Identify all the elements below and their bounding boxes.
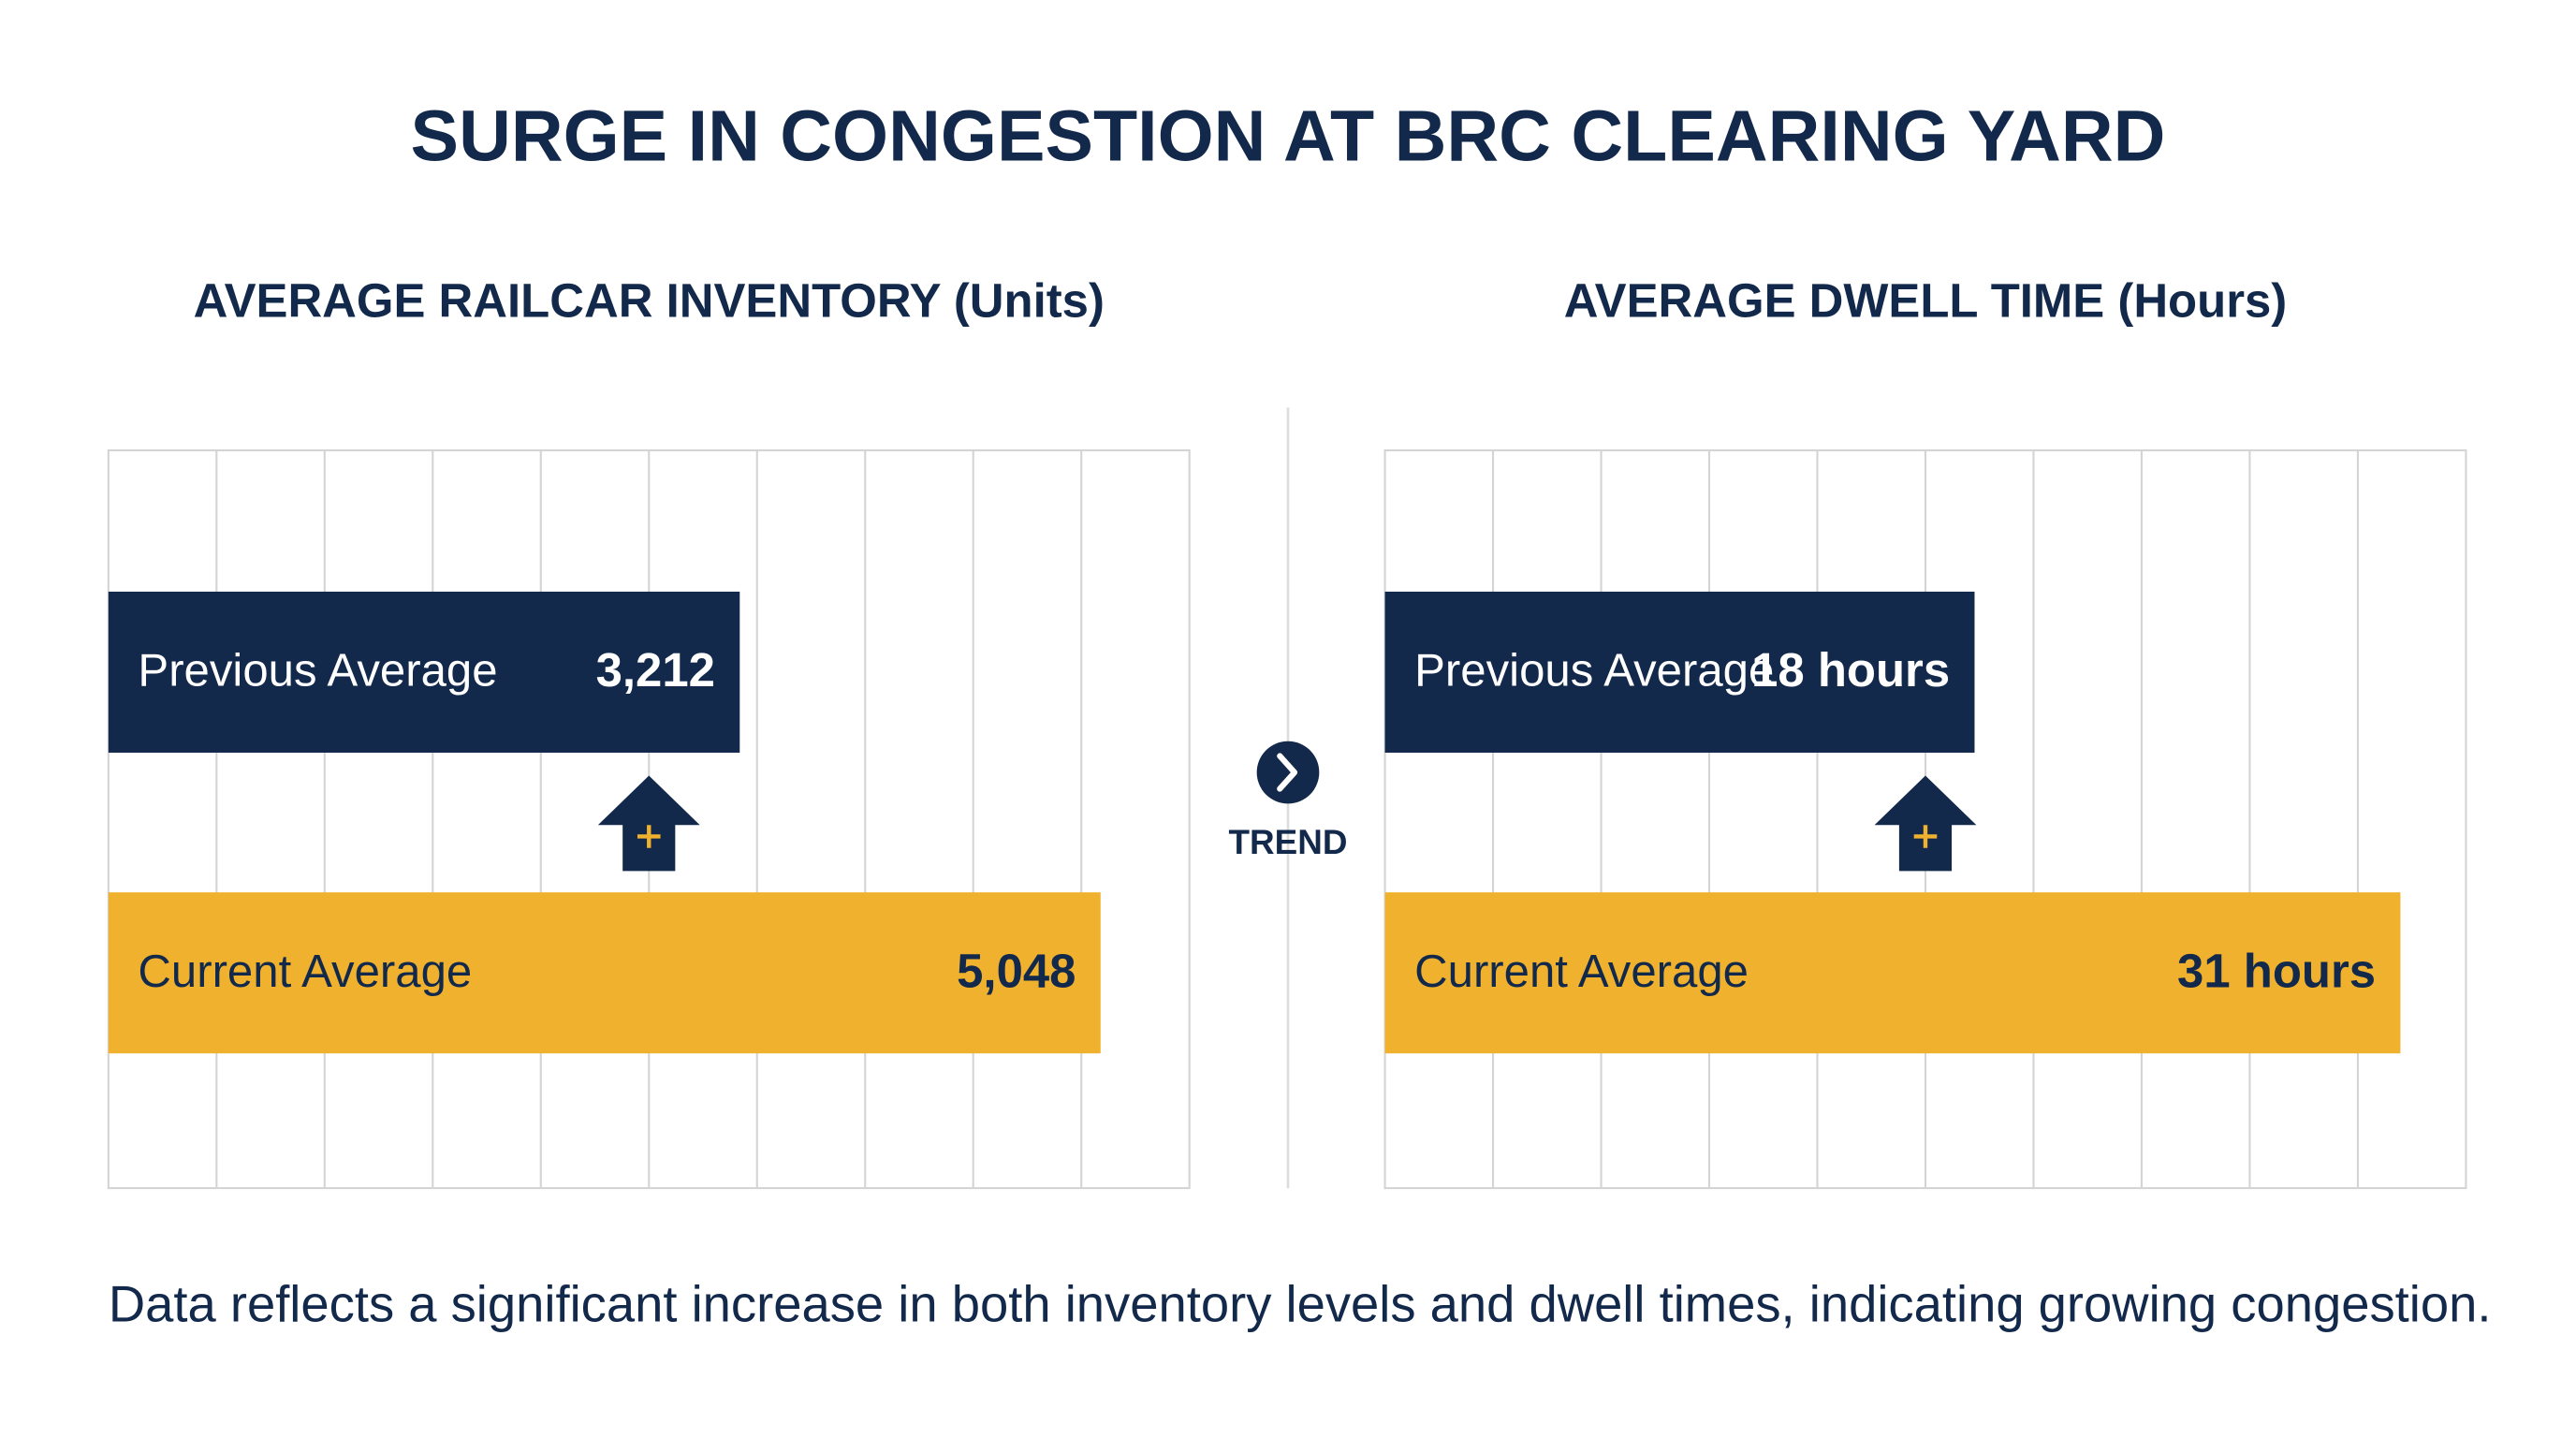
bar-value-label: 3,212 (596, 643, 715, 697)
footnote: Data reflects a significant increase in … (109, 1276, 2492, 1333)
trend-label: TREND (1229, 823, 1348, 861)
bar-value-label: 5,048 (957, 944, 1076, 997)
increase-plus (1913, 825, 1938, 848)
bar (108, 591, 740, 753)
panel-title: AVERAGE DWELL TIME (Hours) (1564, 273, 2288, 327)
trend-chevron (1277, 753, 1298, 792)
panel-title: AVERAGE RAILCAR INVENTORY (Units) (194, 273, 1105, 327)
bar-category-label: Previous Average (138, 646, 497, 697)
page-title: SURGE IN CONGESTION AT BRC CLEARING YARD (411, 95, 2166, 176)
bar-category-label: Previous Average (1414, 646, 1774, 697)
increase-arrow (597, 775, 700, 872)
bar (1384, 591, 1975, 753)
trend-icon (1256, 741, 1320, 804)
increase-plus (637, 825, 661, 848)
bar-value-label: 18 hours (1751, 643, 1950, 697)
increase-arrow (1874, 775, 1977, 872)
bar-category-label: Current Average (1414, 946, 1749, 997)
bar-value-label: 31 hours (2177, 944, 2376, 997)
bar (1384, 892, 2401, 1054)
bar-category-label: Current Average (138, 946, 472, 997)
bar (108, 892, 1101, 1054)
